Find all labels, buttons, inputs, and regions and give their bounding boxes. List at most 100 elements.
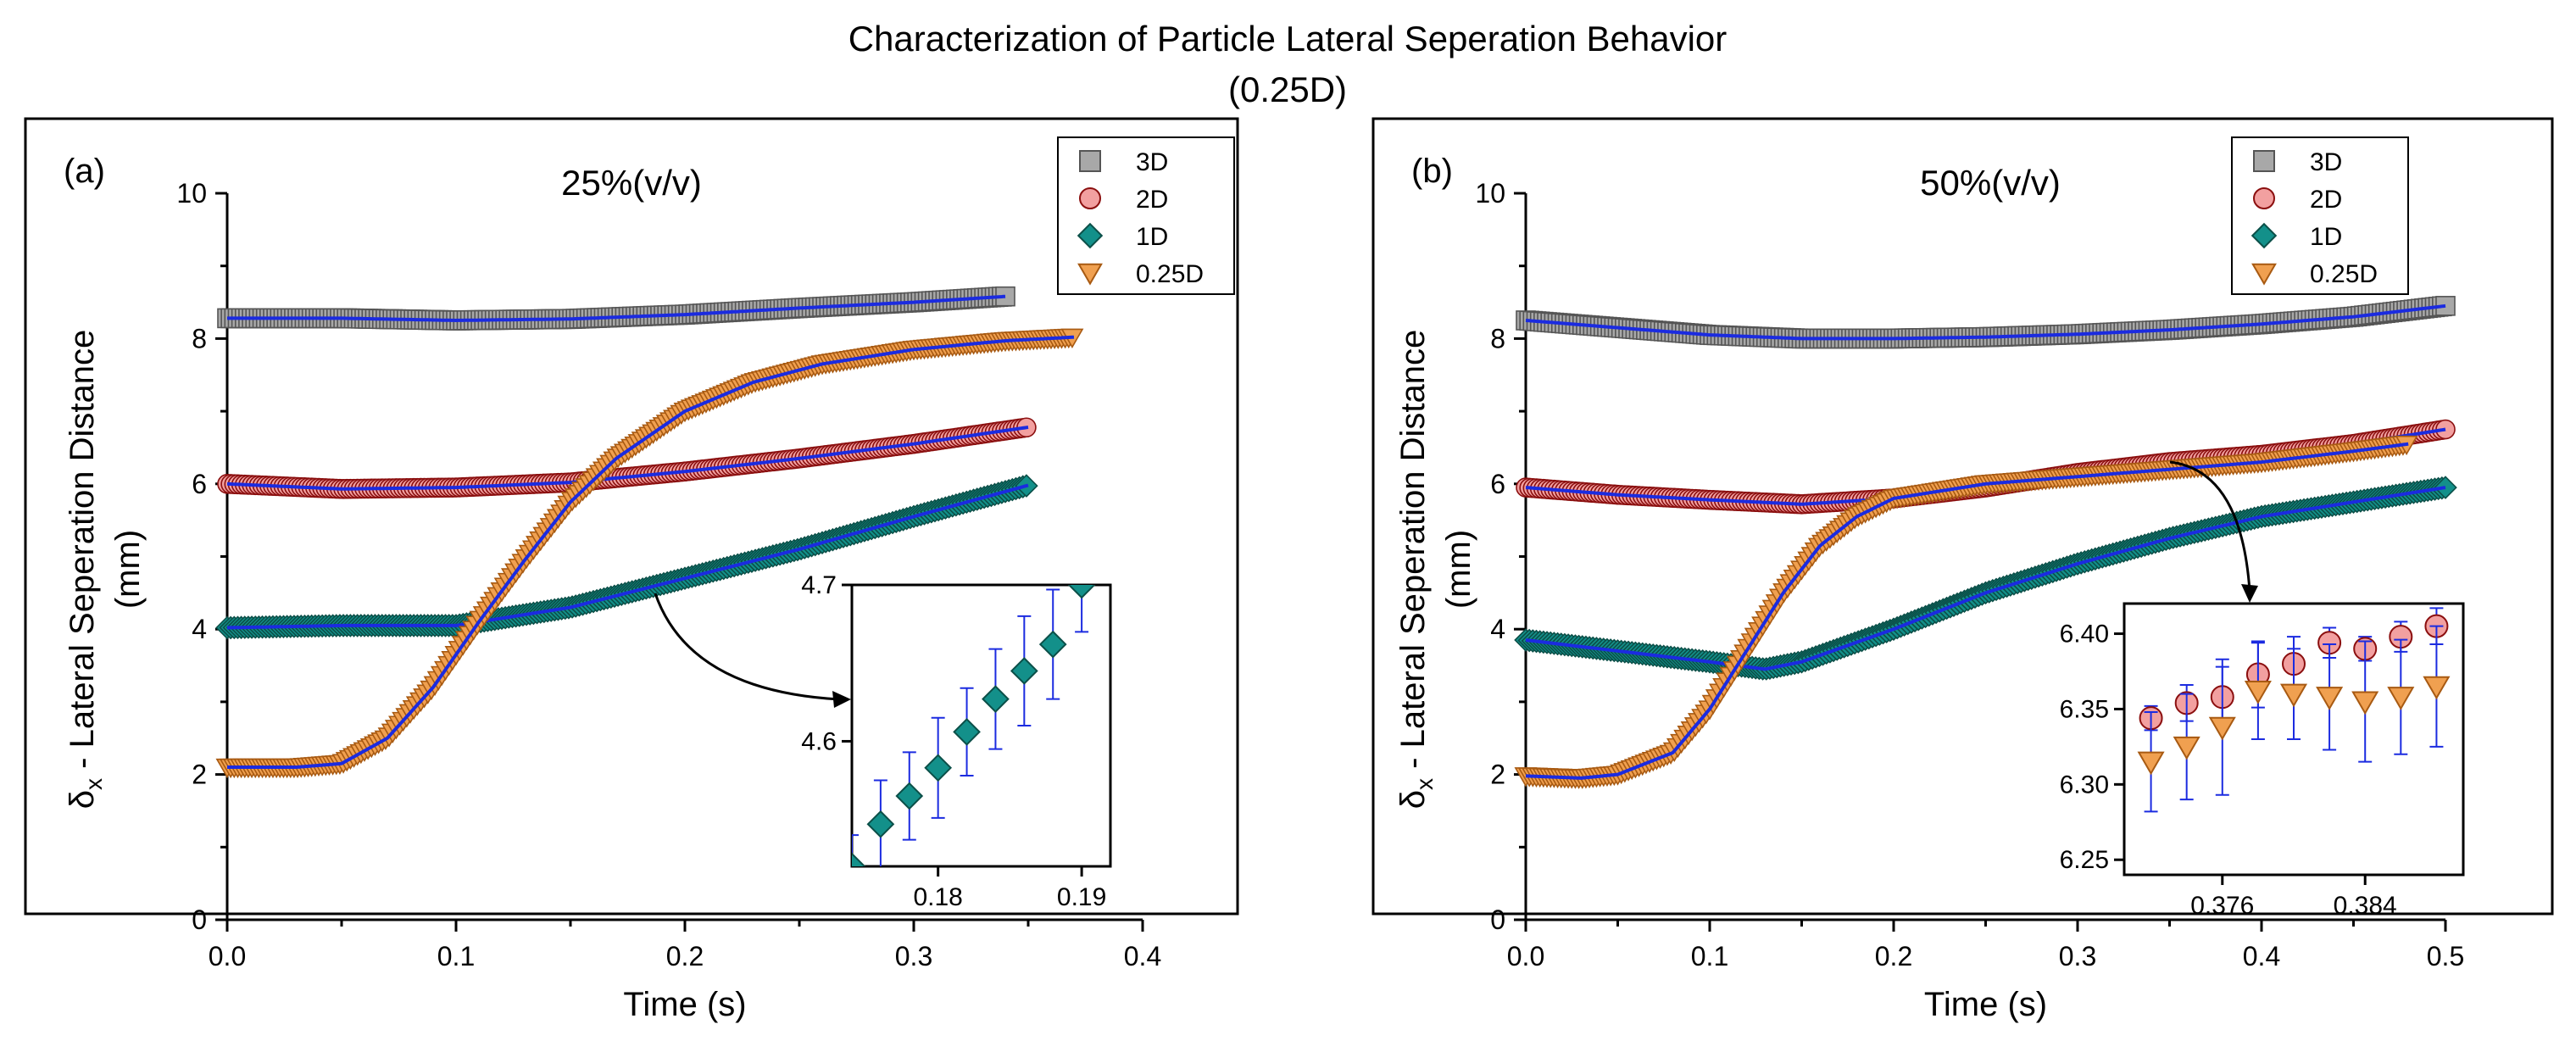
y-tick-label: 8 (1490, 323, 1505, 353)
inset-point-0.25D (2387, 687, 2415, 710)
legend-marker-0.25D (2251, 263, 2277, 286)
inset-x-tick-label: 0.18 (913, 883, 962, 911)
y-axis-units: (mm) (1440, 530, 1477, 609)
y-tick-label: 8 (192, 323, 207, 353)
series-1D (1514, 476, 2457, 681)
inset-point-0.25D (2316, 687, 2344, 710)
legend-marker-0.25D (1077, 263, 1103, 286)
x-tick-label: 0.1 (437, 941, 475, 971)
legend-marker-3D (1079, 150, 1101, 172)
x-tick-label: 0.4 (2243, 941, 2280, 971)
x-tick-label: 0.5 (2427, 941, 2464, 971)
y-axis-label-text: - Lateral Seperation Distance (1394, 330, 1432, 778)
inset-point-0.25D (2279, 683, 2308, 708)
panel-frame (1371, 117, 2554, 916)
y-tick-label: 4 (192, 614, 207, 644)
legend-label-3D: 3D (1136, 148, 1168, 176)
y-tick-label: 10 (176, 178, 207, 209)
x-tick-label: 0.2 (1875, 941, 1912, 971)
y-axis-label: δx - Lateral Seperation Distance (64, 330, 107, 809)
figure-title: Characterization of Particle Lateral Sep… (848, 19, 1728, 58)
y-tick-label: 2 (1490, 760, 1505, 790)
inset-frame (850, 583, 1112, 868)
fit-line-1D (1525, 486, 2446, 671)
panel-annotation: 25%(v/v) (561, 163, 702, 203)
legend-label-1D: 1D (1136, 223, 1168, 251)
inset: 0.18 0.19 4.6 4.7 (801, 571, 1112, 911)
inset-x-tick-label: 0.384 (2334, 892, 2397, 920)
inset-point-1D (866, 810, 895, 838)
y-tick-label: 0 (192, 904, 207, 935)
legend-label-2D: 2D (1136, 186, 1168, 214)
x-tick-label: 0.0 (209, 941, 246, 971)
legend-marker-2D (1079, 187, 1101, 209)
inset-point-1D (1038, 630, 1067, 659)
series-0.25D (215, 328, 1084, 779)
x-axis-label: Time (s) (1924, 986, 2047, 1023)
y-tick-label: 2 (192, 760, 207, 790)
fit-line-2D (226, 426, 1029, 491)
inset-point-0.25D (2208, 716, 2236, 741)
y-axis-label-symbol: δ (64, 790, 101, 809)
series-0.25D (1514, 435, 2418, 789)
arrow-head (2241, 584, 2258, 603)
inset-point-0.25D (2423, 676, 2451, 700)
panel-label: (a) (64, 153, 105, 190)
legend-marker-2D (2253, 187, 2275, 209)
panel-label: (b) (1411, 153, 1453, 190)
fit-line-3D (1525, 303, 2446, 341)
inset-y-tick-label: 4.7 (801, 571, 837, 599)
inset-point-1D (953, 718, 981, 746)
x-tick-label: 0.3 (2059, 941, 2096, 971)
inset-point-1D (924, 754, 953, 782)
series-3D (1516, 296, 2456, 349)
inset-data (852, 585, 1096, 866)
y-tick-label: 0 (1490, 904, 1505, 935)
legend-label-1D: 1D (2310, 223, 2342, 251)
x-axis-label: Time (s) (623, 986, 746, 1023)
y-tick-label: 6 (192, 469, 207, 499)
data-point-1D (2434, 476, 2457, 499)
y-axis-label-subscript: x (81, 778, 107, 790)
inset-arrow (654, 593, 851, 708)
x-tick-label: 0.0 (1507, 941, 1544, 971)
series-2D (217, 417, 1037, 499)
legend-label-3D: 3D (2310, 148, 2342, 176)
inset-point-0.25D (2137, 751, 2165, 776)
y-tick-label: 4 (1490, 614, 1505, 644)
x-tick-label: 0.2 (666, 941, 704, 971)
panel-b: 0.0 0.1 0.2 0.3 0.4 0.5 0 2 4 6 8 10 Time (s) δx - La… (1371, 117, 2554, 1023)
arrow-head (832, 691, 851, 708)
arrow-curve (2169, 460, 2251, 592)
fit-line-1D (226, 483, 1029, 630)
legend-label-0.25D: 0.25D (2310, 260, 2378, 288)
legend: 3D 2D 1D 0.25D (2231, 136, 2409, 295)
inset-point-1D (1067, 585, 1096, 599)
panel-annotation: 50%(v/v) (1920, 163, 2061, 203)
y-axis-label-subscript: x (1411, 778, 1438, 790)
inset-y-tick-label: 6.30 (2060, 771, 2109, 799)
inset-x-tick-label: 0.19 (1057, 883, 1106, 911)
inset-point-1D (852, 852, 866, 866)
inset-arrow (2169, 460, 2258, 603)
inset-y-tick-label: 6.40 (2060, 621, 2109, 648)
inset-point-1D (982, 685, 1010, 714)
x-tick-label: 0.1 (1691, 941, 1728, 971)
series-3D (217, 286, 1015, 331)
legend: 3D 2D 1D 0.25D (1057, 136, 1235, 295)
legend-marker-1D (1077, 222, 1104, 249)
inset-point-0.25D (2173, 736, 2200, 760)
inset: 0.376 0.384 6.25 6.30 6.35 6.40 (2060, 602, 2465, 920)
fit-line-0.25D (1525, 442, 2409, 780)
x-tick-label: 0.3 (895, 941, 932, 971)
inset-point-1D (1010, 657, 1038, 685)
inset-x-tick-label: 0.376 (2190, 892, 2254, 920)
fit-line-0.25D (227, 335, 1075, 769)
legend-marker-3D (2253, 150, 2275, 172)
y-tick-label: 10 (1475, 178, 1505, 209)
legend-marker-1D (2251, 222, 2278, 249)
figure-subtitle: (0.25D) (1228, 70, 1347, 109)
y-axis-label: δx - Lateral Seperation Distance (1394, 330, 1438, 809)
legend-label-2D: 2D (2310, 186, 2342, 214)
